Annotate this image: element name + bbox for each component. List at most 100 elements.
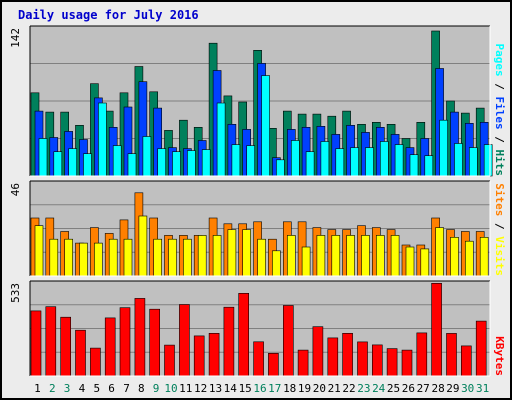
bar-visits-day-25 bbox=[390, 235, 400, 277]
day-label-10: 10 bbox=[164, 382, 177, 395]
bar-visits-day-9 bbox=[153, 238, 162, 277]
bar-kbytes-day-28 bbox=[431, 282, 442, 377]
day-label-15: 15 bbox=[239, 382, 252, 395]
legend-kbytes: KBytes bbox=[493, 336, 506, 376]
bar-kbytes-day-8 bbox=[134, 298, 146, 377]
bar-pages-day-20 bbox=[320, 141, 330, 177]
bar-visits-day-12 bbox=[197, 235, 207, 277]
legend-sep: / bbox=[493, 130, 506, 150]
bar-visits-day-16 bbox=[257, 238, 266, 277]
day-label-7: 7 bbox=[123, 382, 130, 395]
bar-visits-day-11 bbox=[183, 238, 192, 277]
chart-title: Daily usage for July 2016 bbox=[18, 8, 199, 22]
bar-pages-day-11 bbox=[187, 150, 196, 177]
bar-pages-day-26 bbox=[409, 154, 419, 177]
day-label-29: 29 bbox=[446, 382, 459, 395]
day-label-30: 30 bbox=[461, 382, 474, 395]
bar-pages-day-13 bbox=[216, 102, 226, 177]
bar-kbytes-day-13 bbox=[208, 332, 220, 377]
day-label-16: 16 bbox=[253, 382, 266, 395]
bar-kbytes-day-20 bbox=[312, 326, 324, 377]
legend-visits: Visits bbox=[493, 236, 506, 276]
legend-files: Files bbox=[493, 97, 506, 130]
bar-pages-day-19 bbox=[305, 151, 315, 177]
bar-pages-day-24 bbox=[379, 141, 389, 177]
bar-pages-day-30 bbox=[468, 147, 478, 177]
bar-kbytes-day-22 bbox=[342, 332, 353, 377]
day-label-28: 28 bbox=[431, 382, 444, 395]
bar-visits-day-29 bbox=[450, 237, 459, 277]
bar-kbytes-day-15 bbox=[238, 292, 249, 377]
bar-kbytes-day-23 bbox=[357, 341, 368, 377]
bar-pages-day-25 bbox=[394, 144, 404, 177]
bar-pages-day-18 bbox=[290, 140, 300, 177]
bar-kbytes-day-2 bbox=[45, 306, 57, 377]
bar-visits-day-7 bbox=[123, 238, 133, 277]
bar-kbytes-day-4 bbox=[75, 329, 86, 377]
bar-pages-day-4 bbox=[83, 153, 92, 177]
day-label-22: 22 bbox=[342, 382, 355, 395]
day-label-5: 5 bbox=[93, 382, 100, 395]
bar-kbytes-day-26 bbox=[401, 349, 413, 377]
day-label-20: 20 bbox=[313, 382, 326, 395]
day-label-6: 6 bbox=[108, 382, 115, 395]
bar-visits-day-2 bbox=[49, 238, 59, 277]
day-label-18: 18 bbox=[283, 382, 296, 395]
bar-pages-day-6 bbox=[112, 145, 122, 177]
bar-pages-day-10 bbox=[172, 151, 181, 177]
bar-kbytes-day-9 bbox=[149, 308, 160, 377]
bar-kbytes-day-16 bbox=[253, 341, 264, 377]
bar-kbytes-day-19 bbox=[297, 349, 309, 377]
bar-pages-day-15 bbox=[246, 145, 255, 177]
bar-kbytes-day-17 bbox=[268, 352, 279, 377]
bar-pages-day-22 bbox=[350, 147, 359, 177]
legend-kbytes: KBytes bbox=[493, 336, 506, 376]
bar-visits-day-6 bbox=[108, 238, 118, 277]
day-label-23: 23 bbox=[357, 382, 370, 395]
day-label-2: 2 bbox=[49, 382, 56, 395]
bar-visits-day-3 bbox=[64, 238, 73, 277]
bar-kbytes-day-3 bbox=[60, 316, 72, 377]
bar-kbytes-day-6 bbox=[104, 317, 116, 377]
bar-visits-day-31 bbox=[479, 237, 489, 277]
bar-visits-day-10 bbox=[168, 238, 177, 277]
bar-visits-day-30 bbox=[464, 240, 474, 277]
bar-pages-day-1 bbox=[38, 138, 48, 177]
bar-visits-day-21 bbox=[331, 235, 341, 277]
legend-sites-visits: Sites / Visits bbox=[493, 183, 506, 276]
bar-pages-day-9 bbox=[157, 148, 166, 177]
bar-kbytes-day-1 bbox=[30, 310, 42, 377]
legend-hits-files-pages: Pages / Files / Hits bbox=[493, 44, 506, 177]
day-label-31: 31 bbox=[476, 382, 489, 395]
bar-pages-day-31 bbox=[483, 144, 493, 177]
bar-visits-day-24 bbox=[375, 235, 385, 277]
bar-visits-day-17 bbox=[272, 250, 281, 277]
bar-pages-day-28 bbox=[439, 119, 448, 177]
day-label-24: 24 bbox=[372, 382, 386, 395]
day-label-14: 14 bbox=[224, 382, 238, 395]
day-label-9: 9 bbox=[153, 382, 160, 395]
bar-kbytes-day-18 bbox=[282, 305, 294, 377]
bar-visits-day-28 bbox=[435, 227, 444, 277]
bar-visits-day-19 bbox=[301, 246, 311, 277]
bar-kbytes-day-30 bbox=[460, 345, 472, 377]
legend-pages: Pages bbox=[493, 44, 506, 77]
day-label-25: 25 bbox=[387, 382, 400, 395]
bar-pages-day-8 bbox=[142, 136, 152, 177]
bar-pages-day-12 bbox=[201, 149, 211, 177]
bar-visits-day-8 bbox=[138, 215, 148, 277]
bar-kbytes-day-5 bbox=[90, 347, 101, 377]
bar-pages-day-23 bbox=[365, 147, 374, 177]
legend-sites: Sites bbox=[493, 183, 506, 216]
day-label-19: 19 bbox=[298, 382, 311, 395]
bar-pages-day-16 bbox=[261, 75, 270, 177]
bar-pages-day-14 bbox=[231, 144, 241, 177]
bar-visits-day-13 bbox=[212, 235, 222, 277]
day-label-17: 17 bbox=[268, 382, 281, 395]
bar-visits-day-23 bbox=[361, 235, 370, 277]
bar-kbytes-day-7 bbox=[119, 307, 131, 377]
max-label-sites: 46 bbox=[9, 183, 22, 196]
bar-pages-day-2 bbox=[53, 151, 63, 177]
bar-kbytes-day-25 bbox=[386, 348, 398, 377]
bar-visits-day-18 bbox=[286, 235, 296, 277]
